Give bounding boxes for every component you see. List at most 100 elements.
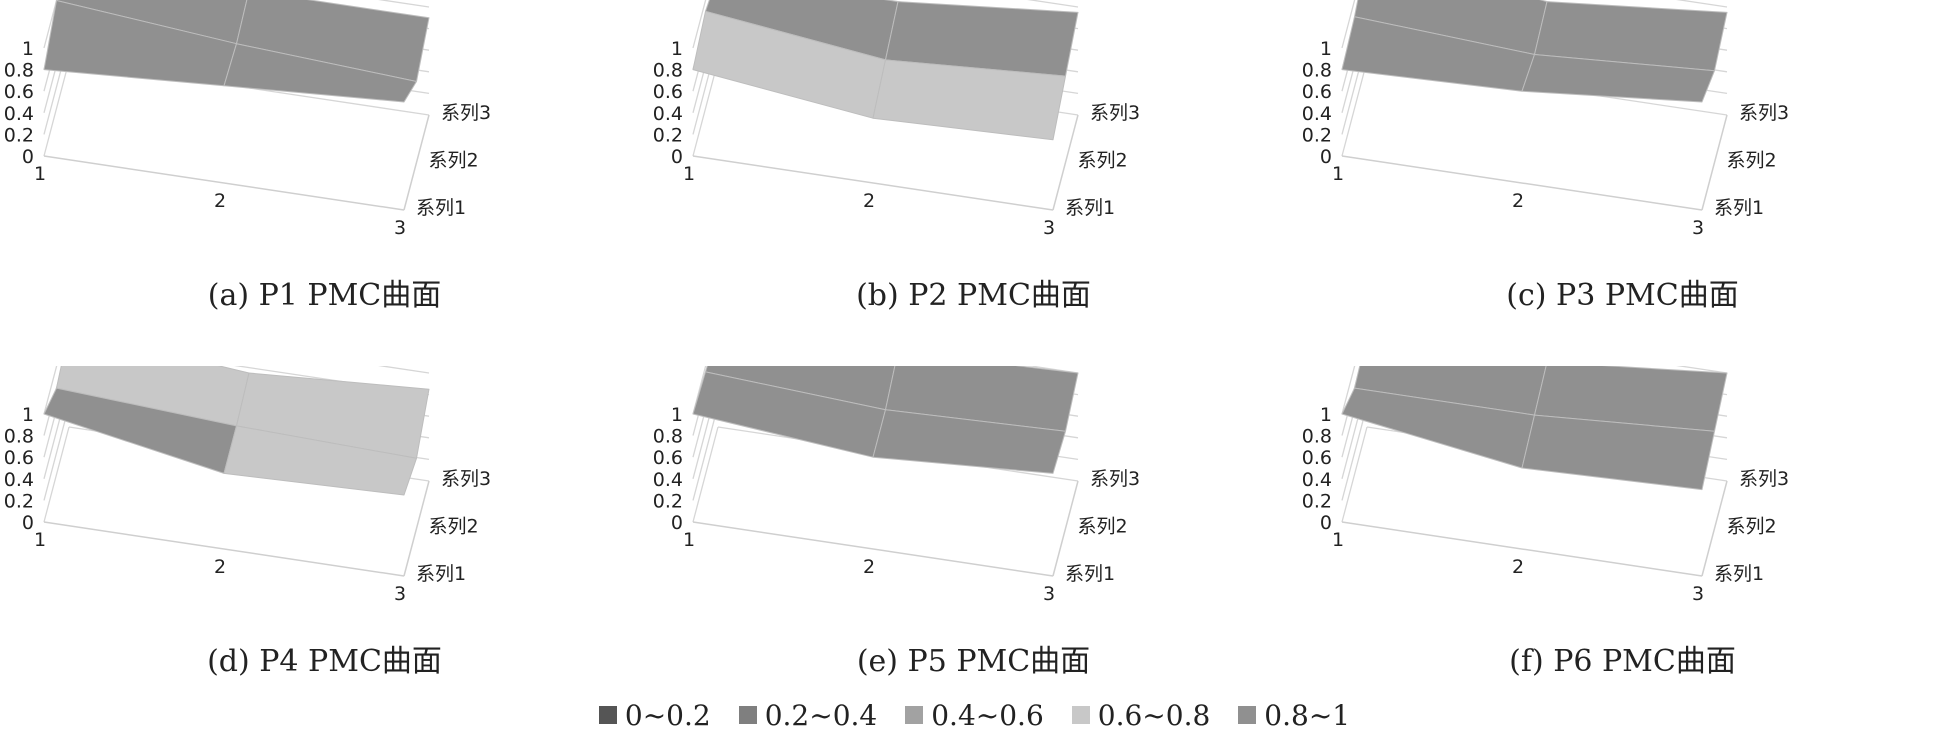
z-tick-label: 0.4 (1302, 103, 1332, 125)
panel-caption: (f) P6 PMC曲面 (1509, 644, 1736, 679)
series-axis-line (1052, 480, 1079, 577)
z-tick-label: 0.8 (4, 60, 34, 82)
chart-panel: 0 0.2 0.4 0.6 0.8 1 1 2 3 系列1 系列2 系列3 (b) P2 PMC曲面 (649, 0, 1298, 366)
series-label: 系列1 (1065, 563, 1115, 585)
legend-label: 0.8~1 (1264, 698, 1351, 732)
side-gridline (43, 60, 70, 157)
side-gridline (692, 60, 719, 157)
z-tick-label: 0.2 (653, 124, 683, 146)
legend: 0~0.2 0.2~0.4 0.4~0.6 0.6~0.8 0.8~1 (0, 698, 1949, 732)
z-tick-label: 0.2 (1302, 124, 1332, 146)
z-tick-label: 1 (22, 404, 34, 426)
legend-label: 0.2~0.4 (764, 698, 878, 732)
series-label: 系列3 (441, 102, 491, 124)
legend-swatch (1238, 706, 1257, 724)
chart-panel: 0 0.2 0.4 0.6 0.8 1 1 2 3 系列1 系列2 系列3 (d) P4 PMC曲面 (0, 366, 649, 732)
z-tick-label: 1 (22, 38, 34, 60)
x-axis-line (1341, 521, 1703, 577)
z-tick-label: 1 (671, 404, 683, 426)
series-label: 系列3 (1739, 102, 1789, 124)
z-tick-label: 0.2 (4, 490, 34, 512)
legend-swatch (905, 706, 924, 724)
series-label: 系列3 (441, 468, 491, 490)
legend-item: 0.4~0.6 (905, 699, 1044, 732)
legend-swatch (598, 706, 617, 724)
x-tick-label: 2 (214, 556, 226, 578)
z-tick-label: 0 (1320, 146, 1332, 168)
z-tick-label: 0.2 (653, 490, 683, 512)
z-tick-label: 0.2 (4, 124, 34, 146)
legend-item: 0~0.2 (598, 699, 711, 732)
series-label: 系列3 (1090, 102, 1140, 124)
surface-patch (223, 43, 417, 103)
z-tick-label: 0.8 (4, 426, 34, 448)
side-gridline (1341, 60, 1368, 157)
series-label: 系列2 (1078, 150, 1128, 172)
legend-item: 0.8~1 (1238, 699, 1350, 732)
x-tick-label: 1 (1332, 529, 1344, 551)
series-axis-line (1701, 480, 1728, 577)
series-label: 系列1 (1714, 197, 1764, 219)
panel-caption: (a) P1 PMC曲面 (207, 278, 442, 313)
chart-panel: 0 0.2 0.4 0.6 0.8 1 1 2 3 系列1 系列2 系列3 (a) P1 PMC曲面 (0, 0, 649, 366)
z-tick-label: 0.6 (4, 447, 34, 469)
z-tick-label: 0.8 (1302, 426, 1332, 448)
legend-swatch (738, 706, 757, 724)
side-gridline (43, 366, 58, 415)
side-gridline (1341, 405, 1368, 501)
z-tick-label: 0.6 (653, 81, 683, 103)
series-label: 系列2 (1727, 516, 1777, 538)
legend-item: 0.2~0.4 (738, 698, 878, 732)
z-tick-label: 0.8 (653, 60, 683, 82)
side-gridline (692, 405, 719, 501)
series-label: 系列1 (416, 197, 466, 219)
series-label: 系列2 (429, 150, 479, 172)
z-tick-label: 0.6 (1302, 81, 1332, 103)
surface-patch (223, 425, 417, 496)
series-axis-line (403, 480, 430, 577)
surface-patch (872, 59, 1066, 141)
x-tick-label: 3 (394, 583, 406, 605)
z-tick-label: 0.4 (653, 469, 683, 491)
z-tick-label: 0.8 (653, 426, 683, 448)
series-label: 系列1 (1065, 197, 1115, 219)
panel-caption: (d) P4 PMC曲面 (207, 644, 442, 679)
legend-label: 0.6~0.8 (1097, 698, 1211, 732)
x-tick-label: 2 (1512, 556, 1524, 578)
z-tick-label: 0 (671, 146, 683, 168)
z-tick-label: 1 (671, 38, 683, 60)
x-tick-label: 2 (1512, 190, 1524, 212)
z-tick-label: 0 (1320, 512, 1332, 534)
surface-patch (872, 409, 1066, 474)
z-tick-label: 0.6 (1302, 447, 1332, 469)
series-label: 系列1 (1714, 563, 1764, 585)
panel-caption: (e) P5 PMC曲面 (856, 644, 1091, 679)
z-tick-label: 0 (671, 512, 683, 534)
x-axis-line (43, 521, 405, 577)
z-tick-label: 0 (22, 146, 34, 168)
x-axis-line (692, 155, 1054, 211)
series-label: 系列2 (1727, 150, 1777, 172)
side-gridline (1341, 426, 1368, 523)
series-axis-line (1052, 114, 1079, 211)
z-tick-label: 0.6 (653, 447, 683, 469)
legend-item: 0.6~0.8 (1071, 698, 1211, 732)
x-axis-line (1341, 155, 1703, 211)
z-tick-label: 0.4 (653, 103, 683, 125)
z-tick-label: 0.2 (1302, 490, 1332, 512)
x-tick-label: 1 (34, 163, 46, 185)
series-axis-line (403, 114, 430, 211)
chart-panel: 0 0.2 0.4 0.6 0.8 1 1 2 3 系列1 系列2 系列3 (f) P6 PMC曲面 (1298, 366, 1947, 732)
panel-caption: (c) P3 PMC曲面 (1506, 278, 1739, 313)
series-label: 系列3 (1739, 468, 1789, 490)
surface-patch (1521, 414, 1715, 491)
side-gridline (43, 426, 70, 523)
z-tick-label: 0.4 (1302, 469, 1332, 491)
z-tick-label: 1 (1320, 404, 1332, 426)
z-tick-label: 0.8 (1302, 60, 1332, 82)
